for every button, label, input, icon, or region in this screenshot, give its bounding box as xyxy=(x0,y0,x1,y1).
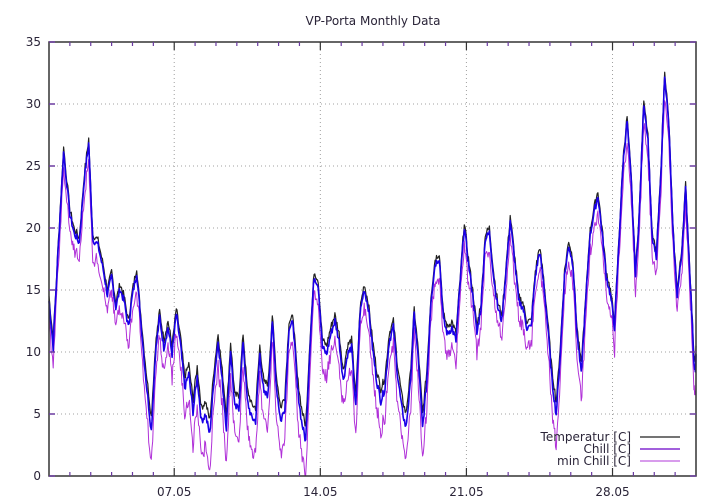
y-tick-label: 5 xyxy=(33,407,41,421)
x-tick-label: 21.05 xyxy=(449,485,483,499)
y-tick-label: 35 xyxy=(26,35,41,49)
y-tick-label: 30 xyxy=(26,97,41,111)
series-line-chill-c xyxy=(48,76,697,442)
plot-frame xyxy=(48,41,697,477)
y-tick-label: 0 xyxy=(33,469,41,483)
y-axis: 0 5 10 15 20 25 30 35 xyxy=(26,35,696,483)
x-tick-label: 28.05 xyxy=(595,485,629,499)
y-tick-label: 25 xyxy=(26,159,41,173)
chart-title: VP-Porta Monthly Data xyxy=(306,14,441,28)
series-layer xyxy=(48,71,697,477)
legend: Temperatur [C]Chill [C]min Chill [C] xyxy=(540,430,680,468)
series-line-temperatur-c xyxy=(48,71,697,427)
x-tick-label: 07.05 xyxy=(157,485,191,499)
y-tick-label: 10 xyxy=(26,345,41,359)
series-line-min-chill-c xyxy=(48,100,697,477)
legend-label: Chill [C] xyxy=(583,442,631,456)
legend-label: Temperatur [C] xyxy=(540,430,631,444)
legend-label: min Chill [C] xyxy=(557,454,631,468)
x-axis: 07.05 14.05 21.05 28.05 xyxy=(69,42,676,499)
y-tick-label: 15 xyxy=(26,283,41,297)
x-tick-label: 14.05 xyxy=(303,485,337,499)
axes xyxy=(48,41,697,477)
y-tick-label: 20 xyxy=(26,221,41,235)
